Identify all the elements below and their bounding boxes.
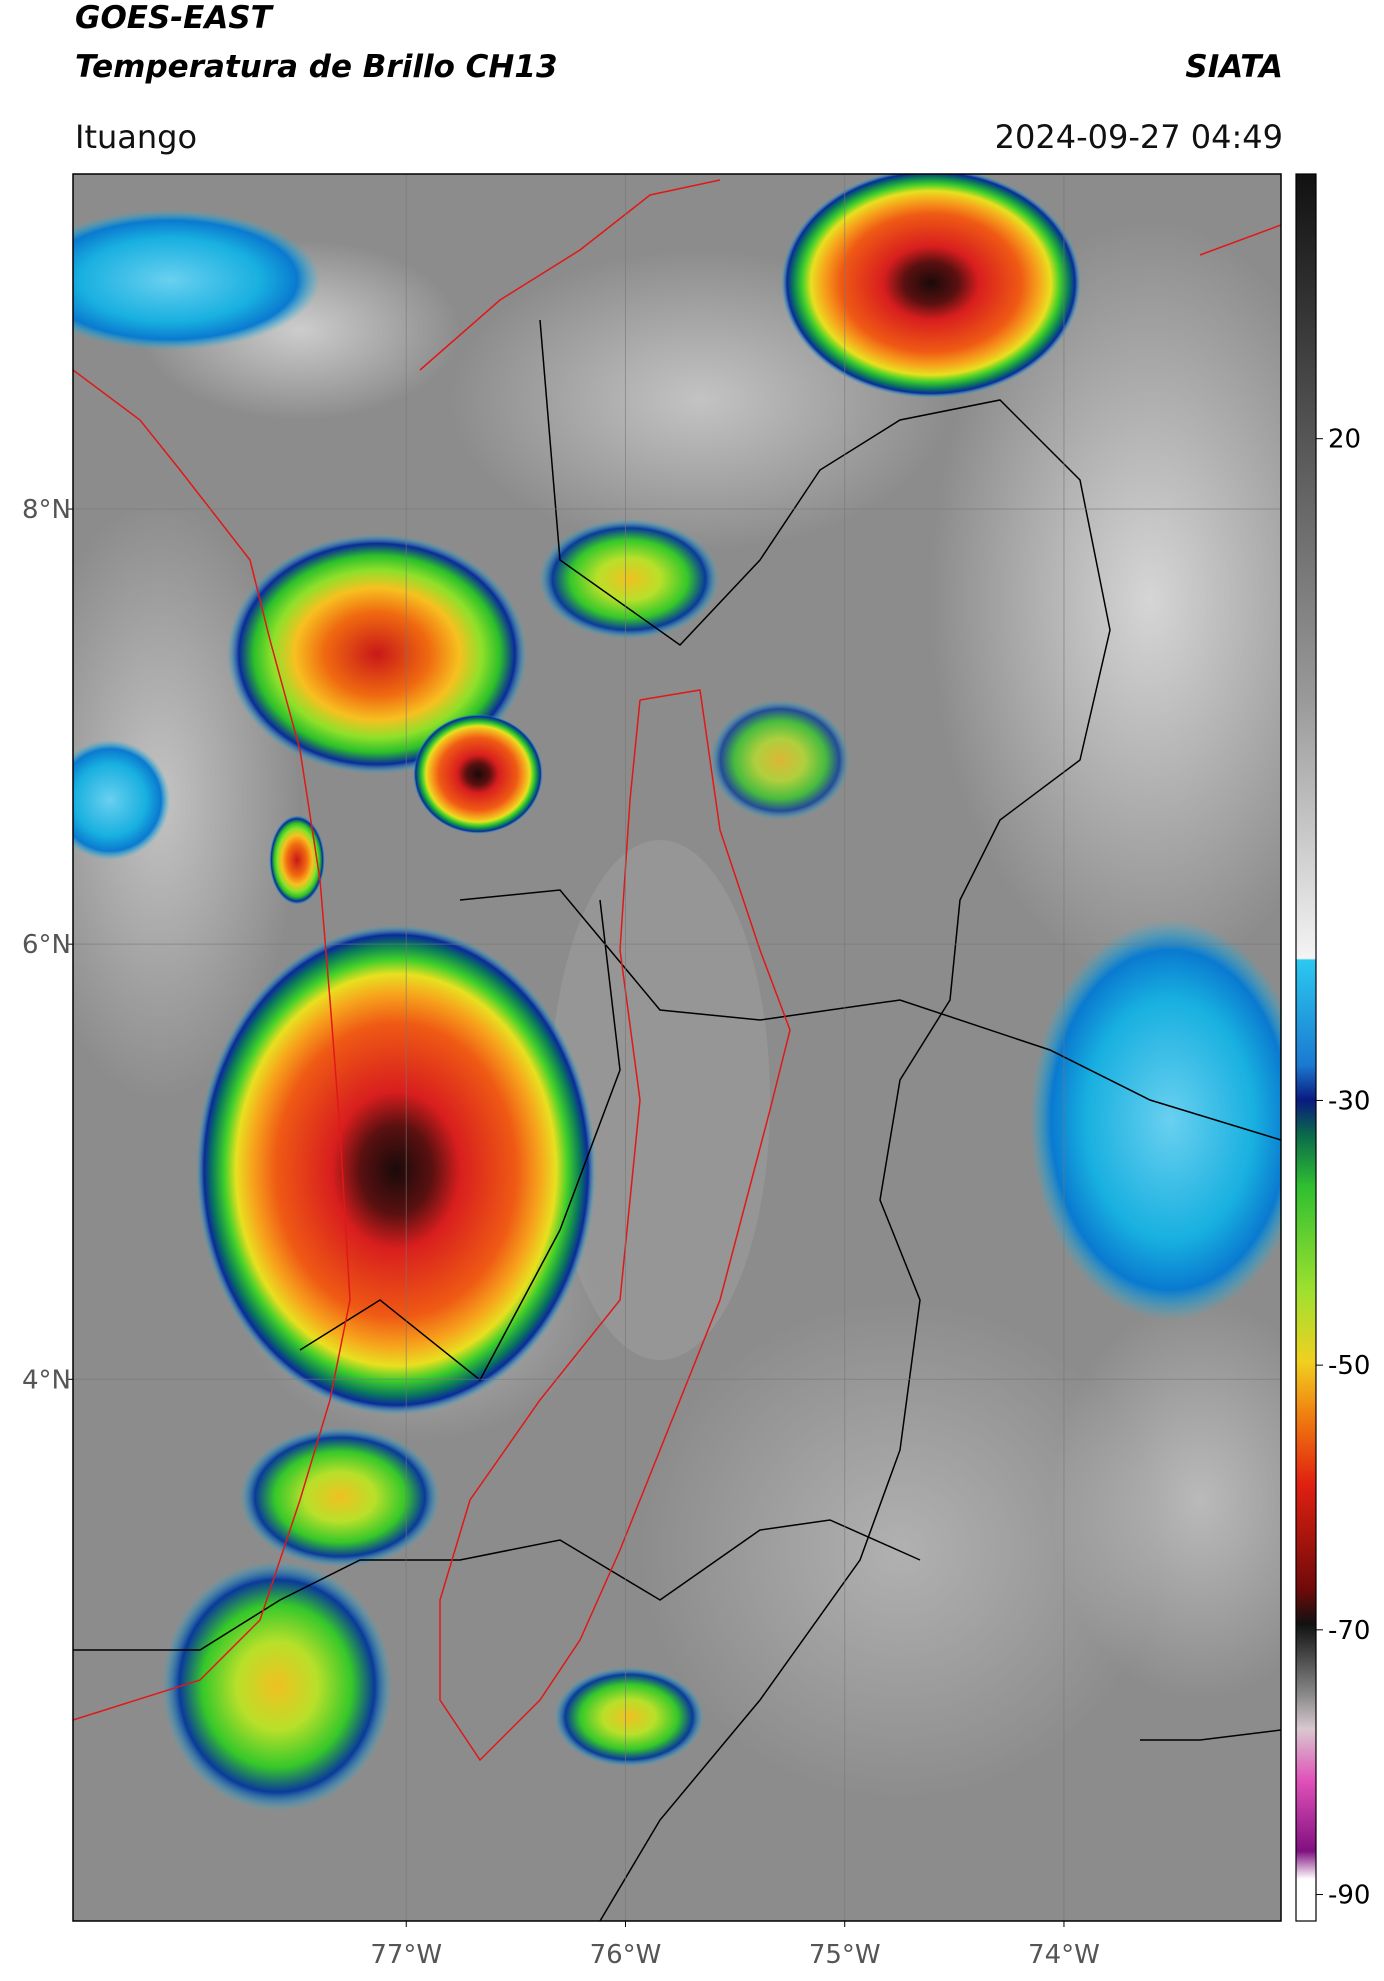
y-tick-label: 6°N [22, 930, 71, 960]
datetime: 2024-09-27 04:49 [995, 118, 1283, 156]
title: GOES-EAST [75, 0, 275, 36]
subtitle: Temperatura de Brillo CH13 [75, 49, 558, 85]
map-image [73, 174, 1281, 1921]
colorbar-tick-label: -70 [1328, 1616, 1370, 1646]
location: Ituango [75, 118, 197, 156]
colorbar [1295, 173, 1317, 1922]
colorbar-tick-label: -30 [1328, 1086, 1370, 1116]
colorbar-tick-label: -50 [1328, 1351, 1370, 1381]
y-tick-label: 8°N [22, 495, 71, 525]
colorbar-tick-label: -90 [1328, 1881, 1370, 1911]
x-tick-label: 77°W [370, 1940, 442, 1970]
y-tick-label: 4°N [22, 1365, 71, 1395]
x-tick-label: 75°W [809, 1940, 881, 1970]
map-frame [72, 173, 1282, 1922]
x-tick-label: 76°W [590, 1940, 662, 1970]
x-tick-label: 74°W [1028, 1940, 1100, 1970]
source: SIATA [1185, 49, 1283, 85]
colorbar-tick-label: 20 [1328, 425, 1361, 455]
